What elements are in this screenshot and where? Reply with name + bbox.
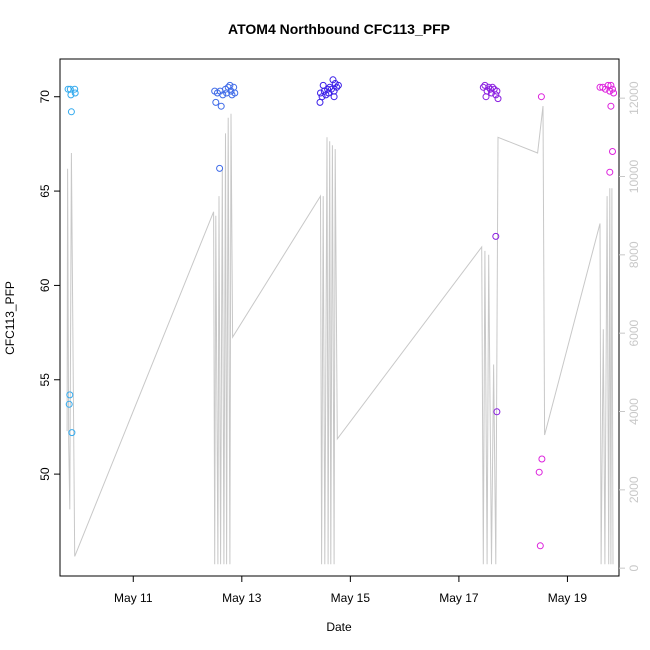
x-tick-label: May 17 xyxy=(439,591,479,605)
y-tick-label: 60 xyxy=(38,278,52,292)
x-tick-label: May 13 xyxy=(222,591,262,605)
y-tick-label: 65 xyxy=(38,184,52,198)
data-point xyxy=(482,93,490,101)
series-5 xyxy=(535,81,618,550)
x-tick-label: May 15 xyxy=(331,591,371,605)
data-point xyxy=(217,102,225,110)
data-point xyxy=(66,391,74,399)
data-point xyxy=(537,93,545,101)
data-point xyxy=(231,89,239,97)
data-point xyxy=(330,93,338,101)
data-point xyxy=(68,429,76,437)
data-point xyxy=(71,85,79,93)
y2-tick-label: 8000 xyxy=(627,241,641,268)
y2-tick-label: 6000 xyxy=(627,319,641,346)
series-4 xyxy=(479,81,502,416)
x-tick-label: May 11 xyxy=(114,591,153,605)
series-1 xyxy=(64,85,79,437)
y2-tick-label: 0 xyxy=(627,565,641,572)
y-axis-label: CFC113_PFP xyxy=(3,281,17,355)
data-point xyxy=(479,83,487,91)
data-point xyxy=(334,81,342,89)
y-axis-right: 0 2000 4000 6000 8000 10000 12000 xyxy=(619,81,641,572)
plot-frame xyxy=(59,58,620,577)
series-2 xyxy=(211,81,239,172)
data-point xyxy=(607,81,615,89)
data-point xyxy=(64,85,72,93)
data-point xyxy=(71,89,79,97)
x-axis: May 11 May 13 May 15 May 17 May 19 xyxy=(114,576,587,605)
y2-tick-label: 2000 xyxy=(627,476,641,503)
data-point xyxy=(492,91,500,99)
data-point xyxy=(493,408,501,416)
y-tick-label: 50 xyxy=(38,467,52,481)
y-tick-label: 70 xyxy=(38,90,52,104)
data-point xyxy=(607,102,615,110)
data-point xyxy=(494,95,502,103)
data-point xyxy=(326,83,334,91)
data-point xyxy=(610,89,618,97)
data-point xyxy=(493,87,501,95)
data-point xyxy=(492,232,500,240)
altitude-line xyxy=(66,105,614,565)
data-point xyxy=(535,468,543,476)
data-points-layer xyxy=(64,76,618,550)
data-point xyxy=(67,91,75,99)
data-point xyxy=(606,168,614,176)
data-point xyxy=(316,98,324,106)
data-point xyxy=(212,98,220,106)
data-point xyxy=(489,83,496,91)
x-tick-label: May 19 xyxy=(548,591,588,605)
data-point xyxy=(538,455,546,463)
y-tick-label: 55 xyxy=(38,373,52,387)
data-point xyxy=(609,148,616,155)
data-point xyxy=(486,85,494,93)
y2-tick-label: 10000 xyxy=(627,159,641,193)
data-point xyxy=(324,85,332,93)
y-axis-left: 50 55 60 65 70 xyxy=(38,90,60,481)
data-point xyxy=(333,83,341,91)
data-point xyxy=(67,108,75,116)
x-axis-label: Date xyxy=(326,620,352,634)
data-point xyxy=(219,91,227,99)
data-point xyxy=(536,542,544,550)
data-point xyxy=(216,164,224,172)
data-point xyxy=(609,85,616,93)
y2-tick-label: 12000 xyxy=(627,81,641,115)
data-point xyxy=(65,400,73,408)
altitude-line-layer xyxy=(66,105,614,565)
y2-tick-label: 4000 xyxy=(627,398,641,425)
data-point xyxy=(329,76,337,84)
chart-title: ATOM4 Northbound CFC113_PFP xyxy=(228,21,450,37)
series-3 xyxy=(316,76,342,106)
